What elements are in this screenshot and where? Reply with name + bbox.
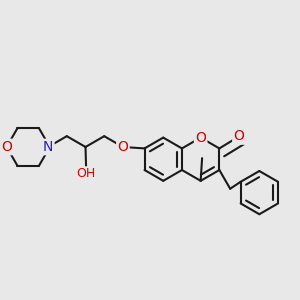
- Text: O: O: [233, 130, 244, 143]
- Text: N: N: [43, 140, 53, 154]
- Text: OH: OH: [76, 167, 96, 181]
- Text: O: O: [1, 140, 12, 154]
- Text: O: O: [118, 140, 128, 154]
- Text: O: O: [195, 130, 206, 145]
